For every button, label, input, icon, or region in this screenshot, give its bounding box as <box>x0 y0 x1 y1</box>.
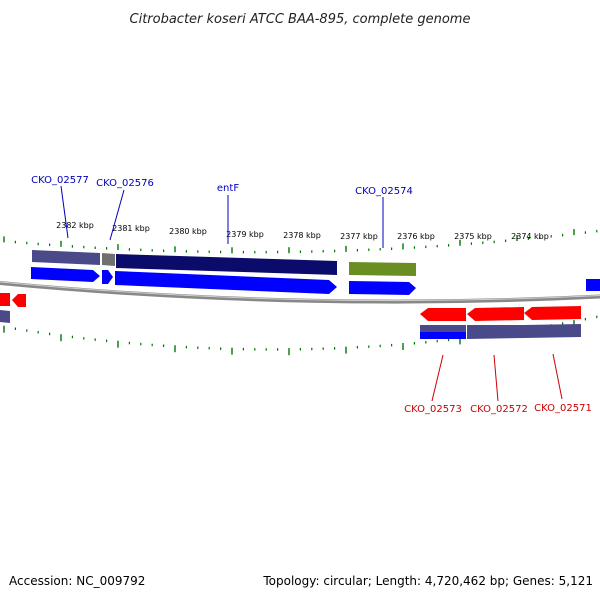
tick-labels: 2382 kbp 2381 kbp 2380 kbp 2379 kbp 2378… <box>56 221 549 241</box>
gene-entF[interactable] <box>115 271 337 294</box>
cog-block <box>420 325 466 332</box>
cog-block <box>0 310 10 323</box>
gene-label-forward[interactable]: entF <box>217 183 239 194</box>
genome-backbone <box>0 280 600 304</box>
gene-label-forward[interactable]: CKO_02576 <box>96 178 154 189</box>
leader-line <box>493 354 499 402</box>
gene-edge-right[interactable] <box>586 279 600 291</box>
outer-tick-ring <box>3 229 598 254</box>
gene-label-reverse[interactable]: CKO_02572 <box>470 404 528 415</box>
gene-CKO_02576[interactable] <box>102 270 113 284</box>
tick-label: 2379 kbp <box>226 230 264 239</box>
map-title: Citrobacter koseri ATCC BAA-895, complet… <box>130 12 471 27</box>
gene-CKO_02574[interactable] <box>349 281 416 295</box>
gene-label-forward[interactable]: CKO_02574 <box>355 186 413 197</box>
cog-block <box>116 254 337 275</box>
tick-label: 2376 kbp <box>397 232 435 241</box>
gene-CKO_02577[interactable] <box>31 267 100 282</box>
cog-block <box>349 262 416 276</box>
leader-line <box>109 189 125 241</box>
forward-cds-track <box>31 267 600 295</box>
leader-line <box>552 353 563 400</box>
tick-label: 2378 kbp <box>283 231 321 240</box>
tick-label: 2380 kbp <box>169 227 207 236</box>
cog-block <box>420 332 466 339</box>
gene-CKO_02572[interactable] <box>467 307 524 321</box>
tick-label: 2381 kbp <box>112 224 150 233</box>
gene-label-forward[interactable]: CKO_02577 <box>31 175 89 186</box>
leader-line <box>431 354 444 402</box>
gene-label-reverse[interactable]: CKO_02573 <box>404 404 462 415</box>
tick-label: 2375 kbp <box>454 232 492 241</box>
cog-block <box>524 324 581 338</box>
gene-CKO_02571[interactable] <box>524 306 581 320</box>
reverse-cds-track <box>0 293 581 321</box>
cog-block <box>467 325 524 339</box>
genome-backbone-highlight <box>0 281 600 302</box>
cog-track-forward <box>32 250 416 276</box>
tick-label: 2377 kbp <box>340 232 378 241</box>
tick-label: 2382 kbp <box>56 221 94 230</box>
accession-text: Accession: NC_009792 <box>9 574 146 588</box>
cog-block <box>32 250 100 265</box>
cog-block <box>102 253 115 266</box>
gene-CKO_02573[interactable] <box>420 308 466 321</box>
genome-summary-text: Topology: circular; Length: 4,720,462 bp… <box>263 574 593 588</box>
tick-label: 2374 kbp <box>511 232 549 241</box>
cog-track-reverse <box>0 310 581 339</box>
gene-labels: CKO_02577 CKO_02576 entF CKO_02574 CKO_0… <box>31 175 592 415</box>
gene-edge-left[interactable] <box>0 293 10 306</box>
gene-label-reverse[interactable]: CKO_02571 <box>534 403 592 414</box>
leader-line <box>60 185 69 239</box>
leader-lines <box>60 185 563 402</box>
gene-edge-left[interactable] <box>12 294 26 307</box>
